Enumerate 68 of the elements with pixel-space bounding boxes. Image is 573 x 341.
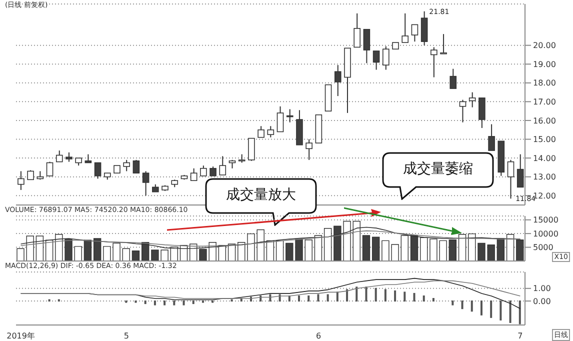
y-tick-label: 18.00	[533, 78, 556, 88]
candlestick	[56, 150, 63, 162]
candlestick	[440, 34, 447, 54]
candlestick	[420, 10, 428, 46]
candlestick	[306, 138, 312, 160]
candlestick	[276, 106, 284, 132]
candlestick	[142, 170, 150, 196]
candlestick	[402, 12, 409, 44]
annotation: 成交量放大	[225, 186, 297, 204]
candlestick	[411, 24, 418, 42]
candlestick	[488, 124, 495, 152]
y-tick-label: 19.00	[533, 60, 556, 69]
x-tick-label: 7	[518, 332, 523, 341]
y-tick-label: 10000	[533, 229, 558, 238]
bar	[74, 246, 82, 261]
candlestick	[123, 159, 130, 172]
y-tick-label: 1.00	[533, 284, 551, 294]
candlestick	[468, 92, 476, 108]
candlestick	[450, 68, 457, 90]
line-series	[20, 230, 521, 247]
candlestick	[248, 138, 255, 162]
y-tick-label: 15000	[533, 216, 558, 225]
bar	[16, 248, 24, 261]
y-tick-label: 17.00	[533, 98, 556, 107]
x-tick-label: 2019年	[6, 332, 35, 341]
candlestick	[18, 170, 24, 190]
candlestick	[459, 99, 466, 123]
y-tick-label: 20.00	[533, 41, 556, 50]
speech-bubble: 成交量放大	[205, 178, 317, 226]
speech-bubble: 成交量萎缩	[382, 152, 494, 200]
y-tick-label: 13.00	[533, 172, 556, 182]
annotation: 成交量萎缩	[402, 160, 474, 178]
bar	[516, 240, 524, 261]
candlestick	[334, 64, 342, 97]
candlestick	[354, 12, 360, 48]
candlestick	[507, 159, 514, 200]
candlestick	[372, 50, 380, 70]
candlestick	[132, 159, 140, 174]
candlestick	[66, 152, 72, 162]
candlestick	[190, 168, 198, 182]
y-tick-label: 16.00	[533, 116, 556, 126]
candlestick	[210, 166, 216, 176]
candlestick	[219, 156, 226, 176]
x-tick-label: 5	[124, 332, 129, 341]
y-tick-label: 14.00	[533, 154, 556, 163]
candlestick	[516, 154, 524, 188]
bar	[132, 250, 140, 261]
candlestick	[363, 28, 370, 64]
bar	[362, 235, 370, 261]
bar	[122, 248, 130, 261]
candlestick	[200, 165, 207, 176]
y-tick-label: 15.00	[533, 135, 556, 144]
x-tick-label: 6	[316, 332, 322, 341]
bar	[93, 238, 102, 261]
candlestick	[94, 162, 102, 180]
y-tick-label: 5000	[533, 243, 554, 252]
candlestick	[382, 46, 390, 70]
candlestick	[478, 97, 486, 128]
candlestick	[430, 46, 438, 78]
candlestick	[258, 126, 264, 138]
line-series	[20, 280, 521, 299]
candlestick	[46, 161, 54, 176]
y-tick-label: 0.00	[533, 296, 551, 306]
bar	[84, 240, 92, 261]
candlestick	[267, 126, 274, 138]
bar	[372, 236, 380, 261]
candlestick	[286, 108, 294, 123]
candlestick	[27, 170, 34, 180]
